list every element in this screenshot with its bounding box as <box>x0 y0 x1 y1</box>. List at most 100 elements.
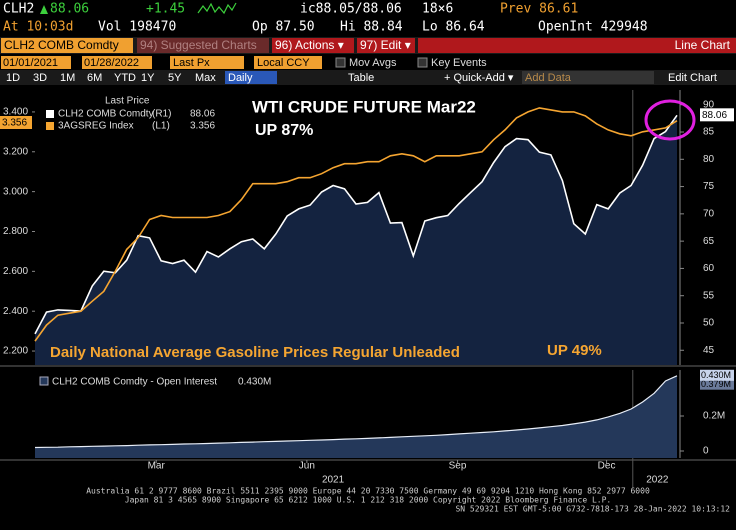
last-price: 88.06 <box>50 2 89 17</box>
chart-type[interactable]: Line Chart <box>675 38 731 52</box>
y-tick-label: 2.600 <box>3 266 28 277</box>
low: Lo 86.64 <box>422 20 485 35</box>
last-value-tag <box>700 369 734 381</box>
legend-bg <box>40 93 220 135</box>
legend-swatch <box>46 122 54 130</box>
year-label: 2022 <box>646 475 669 486</box>
y2-tick-label: 45 <box>703 345 715 356</box>
start-date-box[interactable] <box>1 56 71 69</box>
period-btn[interactable]: Max <box>195 72 216 84</box>
quote-header: CLH2 88.06 +1.45 ic88.05/88.06 18×6 Prev… <box>3 2 648 35</box>
y2-tick-label: 65 <box>703 236 715 247</box>
period-btn[interactable]: 1D <box>6 72 20 84</box>
actions[interactable]: 96) Actions ▾ <box>275 38 344 52</box>
suggested[interactable]: 94) Suggested Charts <box>140 38 257 52</box>
mov-avgs[interactable]: Mov Avgs <box>349 57 397 69</box>
series-line <box>34 107 678 342</box>
y2-tick-label: 50 <box>703 318 715 329</box>
series-area <box>35 375 677 458</box>
ref-marker-label: 0.379M <box>701 379 731 389</box>
add-data[interactable]: Add Data <box>525 72 572 84</box>
legend-name: CLH2 COMB Comdty <box>58 109 154 120</box>
legend-title: Last Price <box>105 96 150 107</box>
charts: 2.200 2.400 2.600 2.800 3.000 3.200 3.400 45 50 5… <box>0 90 736 488</box>
footer-line: SN 529321 EST GMT-5:00 G732-7818-173 28-… <box>455 505 730 514</box>
currency[interactable]: Local CCY <box>257 57 310 69</box>
y-tick-label: 2.200 <box>3 346 28 357</box>
chart-subtitle: UP 87% <box>255 122 313 139</box>
frequency-btn[interactable] <box>225 71 277 84</box>
period-btn[interactable]: 1M <box>60 72 75 84</box>
period-btn[interactable]: 1Y <box>141 72 155 84</box>
suggested-btn[interactable] <box>137 38 269 53</box>
x-tick-label: Dec <box>598 461 616 472</box>
toolbar-main: CLH2 COMB Comdty 94) Suggested Charts 96… <box>0 37 736 54</box>
series-line <box>34 375 678 449</box>
x-tick-label: Mar <box>148 461 166 472</box>
edit-chart[interactable]: Edit Chart <box>668 72 717 84</box>
y-tick-label: 2.800 <box>3 226 28 237</box>
y-tick-label: 3.000 <box>3 186 28 197</box>
y2-tick-label: 80 <box>703 154 715 165</box>
security[interactable]: CLH2 COMB Comdty <box>4 38 119 52</box>
y2-tick-label: 85 <box>703 127 715 138</box>
y2-tick-label: 60 <box>703 263 715 274</box>
add-data-box[interactable] <box>522 71 654 84</box>
end-date-box[interactable] <box>82 56 152 69</box>
actions-btn[interactable] <box>272 38 354 53</box>
legend-value: 0.430M <box>238 377 271 388</box>
field[interactable]: Last Px <box>173 57 210 69</box>
change: +1.45 <box>146 2 185 17</box>
y2-tick-label: 70 <box>703 208 715 219</box>
sparkline <box>197 2 237 15</box>
end-date[interactable]: 01/28/2022 <box>84 57 139 69</box>
chart-title: WTI CRUDE FUTURE Mar22 <box>252 97 476 116</box>
y-tick-label: 0.2M <box>703 411 725 422</box>
toolbar-dates: 01/01/2021 01/28/2022 Last Px Local CCY … <box>1 56 487 69</box>
legend-value: 88.06 <box>190 109 215 120</box>
y-tick-label: 3.400 <box>3 107 28 118</box>
frequency[interactable]: Daily <box>228 72 253 84</box>
mov-avgs-checkbox[interactable] <box>335 57 346 68</box>
footer: Australia 61 2 9777 8600 Brazil 5511 239… <box>86 487 730 514</box>
annotation: Daily National Average Gasoline Prices R… <box>50 344 460 361</box>
y-tick-label: 2.400 <box>3 306 28 317</box>
period-btn[interactable]: 5Y <box>168 72 182 84</box>
legend-swatch <box>46 110 54 118</box>
currency-box[interactable] <box>254 56 322 69</box>
start-date[interactable]: 01/01/2021 <box>3 57 58 69</box>
period-btn[interactable]: 3D <box>33 72 47 84</box>
y2-tick-label: 75 <box>703 181 715 192</box>
series-line <box>34 114 678 335</box>
legend-swatch <box>39 376 49 386</box>
key-events[interactable]: Key Events <box>431 57 487 69</box>
period-btn[interactable]: YTD <box>114 72 136 84</box>
key-events-checkbox[interactable] <box>417 57 428 68</box>
volume: Vol 198470 <box>98 20 176 35</box>
period-btn[interactable]: 6M <box>87 72 102 84</box>
quick-add[interactable]: + Quick-Add ▾ <box>444 72 514 84</box>
highlight-circle <box>644 99 696 141</box>
edit[interactable]: 97) Edit ▾ <box>360 38 411 52</box>
legend-name: 3AGSREG Index <box>58 121 134 132</box>
last-value-label: 0.430M <box>701 370 731 380</box>
edit-btn[interactable] <box>357 38 415 53</box>
open-interest: OpenInt 429948 <box>538 20 648 35</box>
y-tick-label: 0 <box>703 446 709 457</box>
x-tick-label: Sep <box>449 461 467 472</box>
last-value-label: 3.356 <box>2 118 27 129</box>
security-box[interactable] <box>1 38 133 53</box>
size: 18×6 <box>422 2 453 17</box>
footer-line: Japan 81 3 4565 8900 Singapore 65 6212 1… <box>125 496 611 505</box>
table[interactable]: Table <box>348 72 374 84</box>
right-axis-bg <box>680 90 736 365</box>
last-value-tag <box>700 108 734 122</box>
high: Hi 88.84 <box>340 20 403 35</box>
legend-tag: (R1) <box>152 109 171 120</box>
time: At 10:03d <box>3 20 73 35</box>
chart-type-bar <box>418 38 736 53</box>
field-box[interactable] <box>170 56 244 69</box>
annotation: UP 49% <box>547 342 602 359</box>
